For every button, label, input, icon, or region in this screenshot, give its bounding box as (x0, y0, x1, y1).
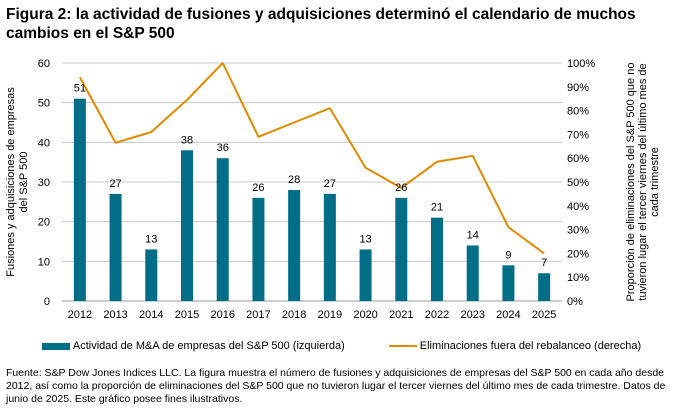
x-tick-label: 2020 (353, 309, 377, 321)
left-tick-label: 60 (38, 58, 50, 70)
bar (538, 273, 551, 301)
bar (288, 189, 301, 301)
x-tick-label: 2025 (532, 309, 556, 321)
bar-data-label: 26 (252, 182, 264, 194)
x-tick-label: 2021 (389, 309, 413, 321)
legend-item-line: Eliminaciones fuera del rebalanceo (dere… (388, 340, 642, 352)
bar (252, 197, 265, 301)
bar-data-label: 26 (395, 182, 407, 194)
bar (431, 217, 443, 301)
right-tick-label: 80% (567, 106, 589, 118)
bar-data-label: 27 (324, 178, 336, 190)
bar-data-label: 28 (288, 174, 300, 186)
right-tick-label: 20% (567, 248, 589, 260)
right-tick-label: 70% (567, 129, 589, 141)
x-tick-label: 2017 (246, 309, 270, 321)
right-tick-label: 40% (567, 201, 589, 213)
left-tick-label: 0 (44, 296, 50, 308)
x-tick-label: 2012 (68, 309, 92, 321)
right-tick-label: 100% (567, 58, 595, 70)
bar-data-label: 14 (467, 229, 479, 241)
left-tick-label: 50 (38, 98, 50, 110)
left-axis-label: Fusiones y adquisiciones de empresasdel … (5, 87, 30, 277)
bar-data-label: 21 (431, 202, 443, 214)
right-tick-label: 30% (567, 225, 589, 237)
source-note: Fuente: S&P Dow Jones Indices LLC. La fi… (6, 367, 666, 405)
right-tick-label: 50% (567, 177, 589, 189)
right-tick-label: 10% (567, 272, 589, 284)
legend-label-bars: Actividad de M&A de empresas del S&P 500… (72, 340, 345, 352)
right-axis-label: Proporción de eliminaciones del S&P 500 … (625, 63, 661, 302)
legend-swatch-line (388, 345, 417, 347)
x-tick-label: 2019 (318, 309, 342, 321)
left-tick-label: 10 (38, 256, 50, 268)
bar (502, 265, 515, 301)
chart-title: Figura 2: la actividad de fusiones y adq… (6, 6, 636, 42)
x-tick-label: 2016 (210, 309, 234, 321)
legend: Actividad de M&A de empresas del S&P 500… (0, 340, 683, 352)
bar (395, 197, 408, 301)
series-line (78, 62, 545, 255)
bar-data-label: 7 (541, 257, 547, 269)
x-tick-label: 2015 (175, 309, 199, 321)
bar-data-label: 51 (74, 83, 86, 95)
right-tick-label: 60% (567, 153, 589, 165)
bar (145, 249, 158, 301)
left-tick-label: 30 (38, 177, 50, 189)
chart-svg: 0 10 20 30 40 50 60 0% 10% 20% 30% 40% 50% 60% 70% 80% 9… (5, 58, 661, 321)
x-tick-label: 2013 (103, 309, 127, 321)
legend-swatch-bars (41, 342, 70, 350)
bar-data-label: 13 (145, 233, 157, 245)
bar-data-label: 9 (505, 249, 511, 261)
right-tick-label: 90% (567, 82, 589, 94)
bar-data-label: 38 (181, 134, 193, 146)
bar (181, 150, 193, 301)
bar (466, 245, 479, 301)
x-tick-label: 2023 (460, 309, 484, 321)
bar (216, 158, 229, 301)
x-tick-label: 2018 (282, 309, 306, 321)
bar-data-label: 36 (217, 142, 229, 154)
bar (109, 193, 122, 301)
x-tick-label: 2014 (139, 309, 163, 321)
bar (359, 249, 372, 301)
legend-item-bars: Actividad de M&A de empresas del S&P 500… (41, 340, 345, 352)
bar (323, 193, 336, 301)
x-tick-label: 2022 (425, 309, 449, 321)
bar-data-label: 13 (359, 233, 371, 245)
legend-label-line: Eliminaciones fuera del rebalanceo (dere… (419, 340, 642, 352)
left-tick-label: 40 (38, 137, 50, 149)
x-tick-label: 2024 (496, 309, 520, 321)
right-tick-label: 0% (567, 296, 583, 308)
left-tick-label: 20 (38, 217, 50, 229)
bar (73, 98, 86, 301)
bar-data-label: 27 (109, 178, 121, 190)
